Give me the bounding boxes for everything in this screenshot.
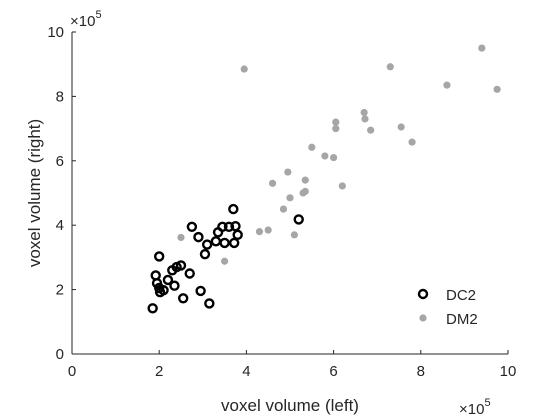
legend-label-dc2: DC2	[446, 287, 476, 304]
point-dm2	[367, 126, 375, 134]
point-dc2	[199, 248, 211, 260]
point-dc2	[175, 260, 187, 271]
y-tick-label: 10	[47, 24, 64, 41]
y-exponent-power: 5	[95, 9, 101, 21]
point-dm2	[478, 44, 486, 52]
point-dc2	[217, 221, 228, 233]
y-tick-label: 4	[56, 217, 64, 234]
point-dm2	[338, 182, 346, 190]
point-dc2	[201, 239, 213, 250]
point-dc2	[193, 231, 204, 243]
x-tick-label: 2	[155, 363, 163, 380]
point-dm2	[290, 231, 298, 239]
point-dm2	[301, 176, 309, 184]
x-exponent-label: ×105	[459, 397, 491, 418]
point-dm2	[240, 65, 248, 73]
x-tick-label: 8	[417, 363, 425, 380]
x-tick-label: 0	[68, 363, 76, 380]
point-dc2	[186, 221, 198, 233]
axes: 0 2 4 6 8 10 0 2 4 6 8 10	[47, 24, 516, 380]
point-dm2	[386, 63, 394, 71]
x-exponent-power: 5	[484, 397, 490, 409]
point-dm2	[255, 228, 264, 236]
point-dm2	[264, 226, 272, 234]
point-dc2	[219, 237, 230, 249]
plot-area	[147, 44, 501, 314]
legend-label-dm2: DM2	[446, 311, 478, 328]
point-dc2	[223, 221, 235, 233]
x-tick-label: 4	[242, 363, 250, 380]
point-dm2	[286, 194, 294, 202]
x-exponent-base: ×10	[459, 401, 484, 418]
y-exponent-base: ×10	[70, 13, 95, 30]
point-dm2	[308, 143, 316, 151]
y-tick-label: 2	[56, 282, 64, 299]
y-tick-label: 0	[56, 346, 64, 363]
point-dc2	[184, 268, 195, 279]
point-dm2	[221, 257, 229, 265]
legend-marker-dc2	[417, 288, 429, 300]
y-axis-label: voxel volume (right)	[25, 119, 44, 267]
point-dm2	[397, 123, 405, 131]
point-dc2	[158, 285, 169, 296]
y-tick-label: 6	[56, 153, 64, 170]
point-dm2	[279, 205, 288, 213]
point-dm2	[330, 153, 338, 162]
point-dm2	[360, 108, 368, 117]
legend-marker-dm2	[419, 314, 427, 322]
point-dm2	[284, 168, 292, 176]
point-dm2	[361, 115, 369, 123]
point-dc2	[177, 293, 189, 304]
y-exponent-label: ×105	[70, 9, 102, 30]
y-tick-label: 8	[56, 88, 64, 105]
point-dm2	[332, 125, 340, 133]
point-dc2	[162, 274, 174, 286]
point-dm2	[332, 118, 340, 126]
point-dc2	[195, 285, 206, 297]
point-dm2	[443, 81, 451, 89]
point-dc2	[169, 280, 180, 291]
x-axis-label: voxel volume (left)	[221, 396, 359, 415]
point-dm2	[268, 179, 277, 187]
point-dm2	[321, 152, 329, 160]
x-tick-label: 10	[500, 363, 517, 380]
point-dm2	[408, 138, 416, 146]
point-dc2	[232, 229, 243, 241]
x-tick-label: 6	[329, 363, 337, 380]
point-dc2	[228, 203, 239, 215]
point-dc2	[228, 237, 240, 249]
point-dm2	[177, 233, 185, 242]
point-dc2	[293, 214, 304, 225]
point-dm2	[301, 187, 309, 195]
point-dc2	[204, 298, 215, 309]
point-dc2	[153, 251, 165, 262]
point-dm2	[493, 85, 501, 93]
point-dc2	[147, 303, 158, 314]
